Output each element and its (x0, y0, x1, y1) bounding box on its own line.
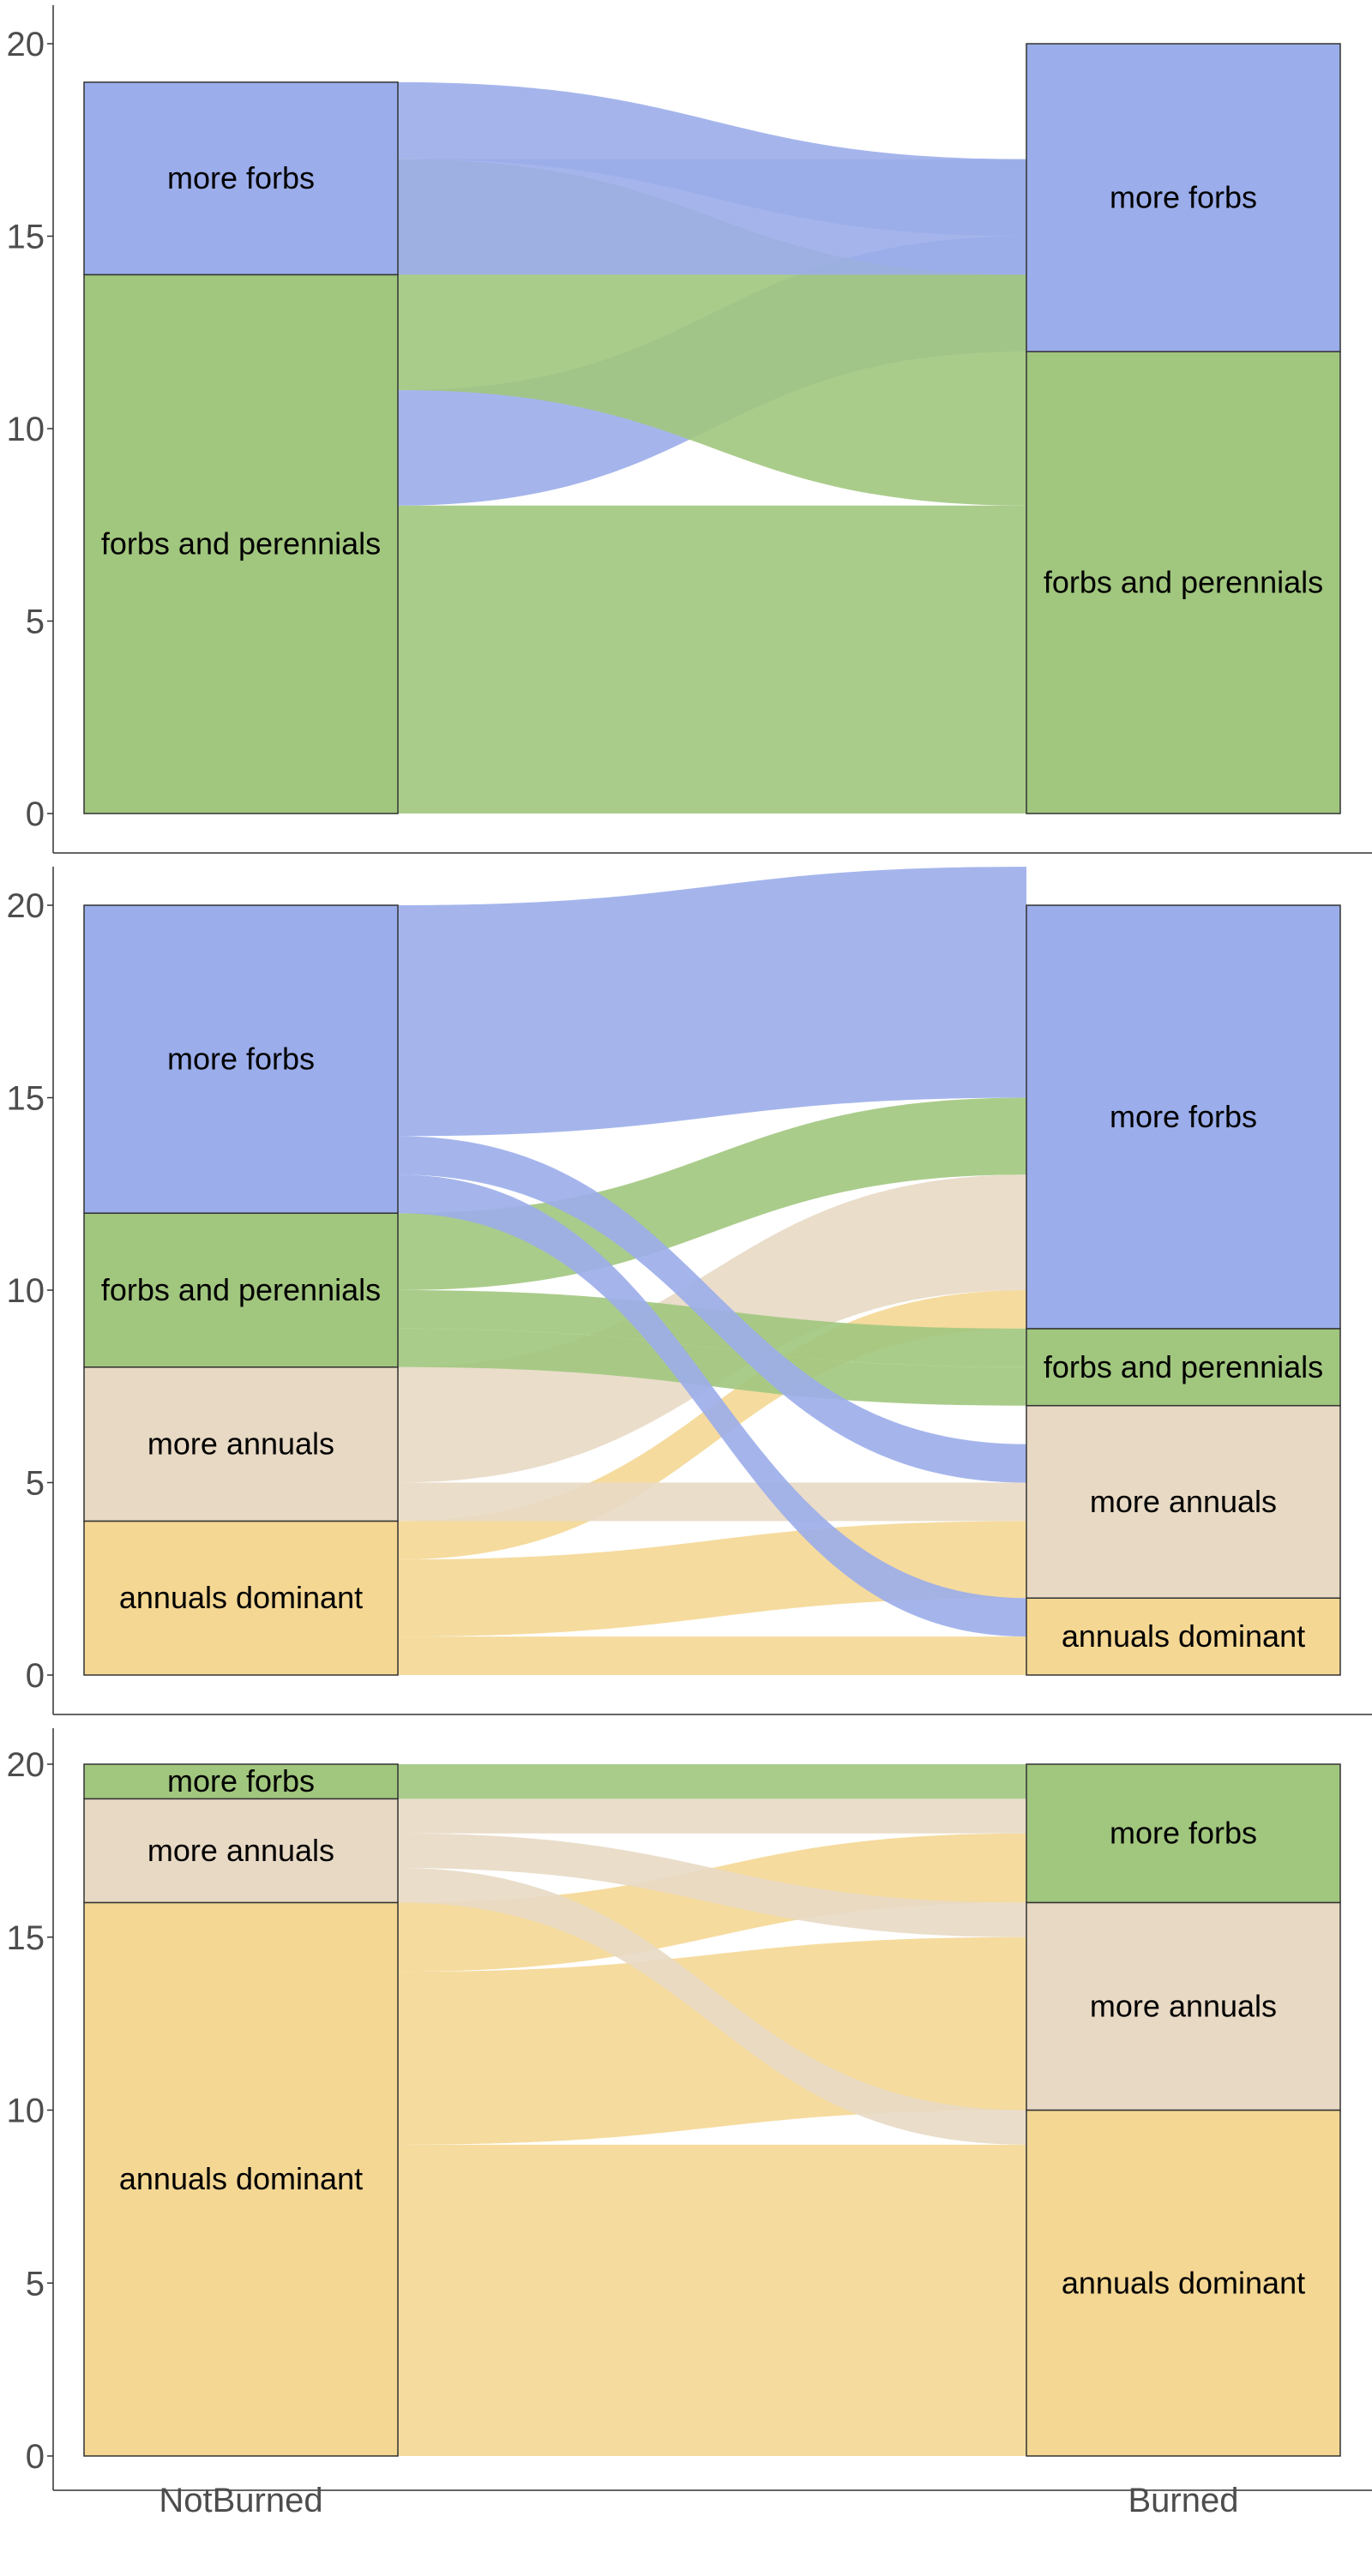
y-tick-label: 5 (26, 1465, 45, 1503)
stratum-label-left: forbs and perennials (101, 526, 381, 561)
y-tick-label: 0 (26, 796, 45, 833)
stratum-label-right: more annuals (1090, 1484, 1277, 1519)
y-tick-label: 10 (7, 411, 45, 448)
y-tick-label: 0 (26, 1657, 45, 1695)
stratum-label-right: more forbs (1110, 1816, 1257, 1851)
stratum-label-left: more forbs (167, 1042, 315, 1077)
x-tick-label-notburned: NotBurned (159, 2482, 322, 2519)
stratum-label-left: annuals dominant (119, 2161, 363, 2196)
y-tick-label: 15 (7, 1919, 45, 1957)
stratum-label-right: forbs and perennials (1044, 1349, 1323, 1384)
flow-annuals-dominant-to-annuals-dominant (398, 1636, 1026, 1675)
y-tick-label: 0 (26, 2438, 45, 2476)
y-tick-label: 10 (7, 2093, 45, 2130)
stratum-label-right: annuals dominant (1062, 1618, 1305, 1654)
flow-forbs-and-perennials-to-forbs-and-perennials (398, 506, 1026, 814)
stratum-label-right: more forbs (1110, 180, 1257, 215)
y-tick-label: 20 (7, 26, 45, 63)
panel-2: 0 5 10 15 20 annuals dominant more annuals forb… (7, 867, 1372, 1714)
flow-more-forbs-to-more-forbs (398, 1764, 1026, 1798)
stratum-label-left: annuals dominant (119, 1580, 363, 1615)
flow-more-annuals-to-more-annuals (398, 1483, 1026, 1522)
stratum-label-right: more annuals (1090, 1988, 1277, 2023)
y-tick-label: 5 (26, 2265, 45, 2303)
y-tick-label: 15 (7, 219, 45, 256)
stratum-label-left: more forbs (167, 1763, 315, 1798)
flow-more-forbs-to-more-forbs (398, 867, 1026, 1136)
panel-1: 0 5 10 15 20 forbs and perennials more forbs fo… (7, 5, 1372, 853)
stratum-label-left: more annuals (147, 1426, 334, 1462)
x-tick-label-burned: Burned (1128, 2482, 1239, 2519)
y-tick-label: 10 (7, 1272, 45, 1310)
flows (398, 1764, 1026, 2456)
panel-3: 0 5 10 15 20 annuals dominant more annuals more… (7, 1728, 1372, 2490)
y-tick-label: 20 (7, 1746, 45, 1784)
y-tick-label: 20 (7, 887, 45, 925)
stratum-label-right: annuals dominant (1062, 2265, 1305, 2300)
flows (398, 867, 1026, 1675)
stratum-label-left: forbs and perennials (101, 1272, 381, 1307)
flow-more-annuals-to-more-forbs (398, 1798, 1026, 1833)
flows (398, 82, 1026, 814)
stratum-label-left: more forbs (167, 160, 315, 195)
stratum-label-right: forbs and perennials (1044, 565, 1323, 600)
y-tick-label: 5 (26, 603, 45, 641)
stratum-label-right: more forbs (1110, 1099, 1257, 1134)
stratum-label-left: more annuals (147, 1833, 334, 1868)
flow-annuals-dominant-to-annuals-dominant (398, 2145, 1026, 2456)
y-tick-label: 15 (7, 1080, 45, 1118)
